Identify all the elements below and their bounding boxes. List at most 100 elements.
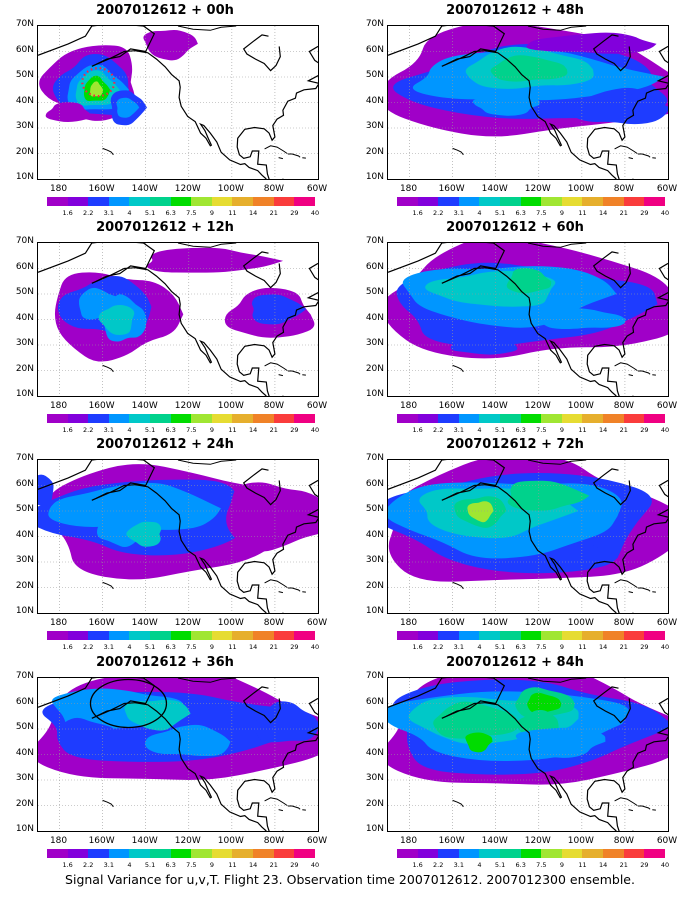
latitude-label: 40N	[365, 312, 384, 323]
colorbar-label: 21	[619, 426, 628, 434]
longitude-label: 60W	[656, 836, 678, 846]
colorbar-swatch	[253, 849, 274, 858]
longitude-label: 60W	[306, 184, 328, 194]
colorbar-label: 3.1	[103, 426, 115, 434]
colorbar-swatch	[232, 631, 254, 640]
colorbar-label: 29	[640, 426, 649, 434]
map-panel: 2007012612 + 48h 70N 60N 50N 40N 30N 20N 10N 180…	[350, 3, 680, 228]
colorbar-swatch	[88, 197, 109, 206]
colorbar-label: 2.2	[433, 426, 444, 434]
colorbar-swatch	[458, 631, 480, 640]
colorbar-label: 40	[310, 643, 320, 651]
colorbar-label: 29	[640, 861, 649, 869]
colorbar-swatch	[47, 414, 68, 423]
colorbar-swatch	[211, 414, 233, 423]
colorbar-label: 3.1	[453, 426, 465, 434]
colorbar-swatch	[170, 849, 192, 858]
colorbar-label: 7.5	[186, 426, 197, 434]
colorbar-label: 5.1	[144, 209, 156, 217]
latitude-label: 10N	[15, 172, 34, 182]
longitude-label: 120W	[174, 836, 201, 846]
colorbar-label: 9	[209, 643, 214, 651]
longitude-label: 180	[49, 401, 68, 411]
colorbar-label: 2.2	[83, 643, 94, 651]
latitude-label: 50N	[365, 722, 384, 732]
map-panel: 2007012612 + 72h 70N 60N 50N 40N 30N 20N 10N 180…	[350, 437, 680, 662]
colorbar-swatch	[500, 197, 521, 206]
latitude-label: 40N	[15, 95, 34, 106]
colorbar-label: 2.2	[433, 643, 444, 651]
colorbar-label: 4	[127, 209, 132, 217]
colorbar-swatch	[294, 849, 315, 858]
colorbar-swatch	[108, 849, 130, 858]
colorbar-swatch	[397, 849, 418, 858]
colorbar-label: 4	[127, 643, 132, 651]
map-panel: 2007012612 + 84h 70N 60N 50N 40N 30N 20N 10N 180…	[350, 655, 680, 880]
latitude-label: 40N	[365, 747, 384, 758]
latitude-label: 20N	[15, 363, 34, 374]
latitude-label: 20N	[15, 580, 34, 591]
longitude-label: 60W	[306, 401, 328, 411]
colorbar-swatch	[47, 197, 68, 206]
colorbar-swatch	[273, 849, 295, 858]
colorbar-swatch	[561, 197, 583, 206]
longitude-label: 60W	[656, 184, 678, 194]
latitude-label: 30N	[365, 338, 384, 348]
colorbar-swatch	[294, 631, 315, 640]
colorbar-label: 11	[228, 643, 237, 651]
colorbar-swatch	[500, 414, 521, 423]
colorbar-label: 6.3	[165, 209, 176, 217]
contour-map	[387, 677, 669, 832]
contour-map	[37, 25, 319, 180]
colorbar-label: 7.5	[186, 861, 197, 869]
latitude-label: 70N	[15, 453, 34, 463]
colorbar-label: 1.6	[412, 643, 423, 651]
longitude-label: 100W	[217, 836, 244, 846]
colorbar-swatch	[397, 197, 418, 206]
colorbar-label: 29	[290, 643, 299, 651]
latitude-label: 60N	[365, 478, 384, 489]
longitude-label: 160W	[438, 618, 465, 628]
latitude-label: 20N	[365, 580, 384, 591]
longitude-label: 180	[49, 836, 68, 846]
panel-title: 2007012612 + 00h	[96, 3, 234, 18]
colorbar-label: 3.1	[103, 861, 115, 869]
colorbar-label: 3.1	[453, 209, 465, 217]
latitude-label: 30N	[15, 121, 34, 131]
colorbar	[47, 414, 315, 423]
colorbar-swatch	[500, 849, 521, 858]
latitude-label: 50N	[365, 504, 384, 514]
colorbar-swatch	[520, 414, 542, 423]
colorbar-label: 2.2	[433, 209, 444, 217]
colorbar-swatch	[88, 631, 109, 640]
colorbar-label: 4	[477, 209, 482, 217]
colorbar-label: 21	[269, 209, 278, 217]
longitude-label: 140W	[481, 401, 508, 411]
colorbar-label: 21	[269, 861, 278, 869]
colorbar-swatch	[520, 849, 542, 858]
colorbar	[397, 414, 665, 423]
colorbar-swatch	[417, 197, 439, 206]
latitude-label: 30N	[15, 338, 34, 348]
colorbar	[397, 849, 665, 858]
latitude-label: 20N	[15, 146, 34, 157]
latitude-label: 70N	[365, 671, 384, 681]
colorbar-label: 5.1	[144, 861, 156, 869]
map-panel: 2007012612 + 36h 70N 60N 50N 40N 30N 20N 10N 180…	[0, 655, 330, 880]
colorbar-label: 29	[290, 209, 299, 217]
colorbar-label: 2.2	[83, 861, 94, 869]
colorbar-swatch	[129, 414, 151, 423]
colorbar-label: 11	[578, 861, 587, 869]
latitude-label: 10N	[15, 606, 34, 616]
colorbar-label: 11	[228, 426, 237, 434]
colorbar	[397, 631, 665, 640]
colorbar-swatch	[67, 197, 89, 206]
colorbar	[47, 631, 315, 640]
colorbar-swatch	[129, 197, 151, 206]
colorbar-swatch	[500, 631, 521, 640]
colorbar-swatch	[582, 414, 604, 423]
colorbar-label: 14	[599, 426, 608, 434]
colorbar-label: 1.6	[62, 643, 73, 651]
longitude-label: 60W	[306, 836, 328, 846]
latitude-label: 50N	[15, 722, 34, 732]
